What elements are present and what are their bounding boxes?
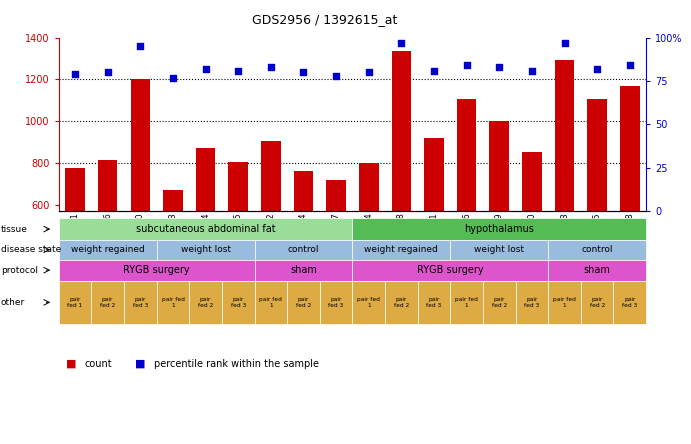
- Point: [70, 71, 81, 78]
- Bar: [65, 168, 85, 330]
- Text: pair
fed 3: pair fed 3: [133, 297, 148, 308]
- Bar: [555, 59, 574, 330]
- Bar: [326, 180, 346, 330]
- Text: count: count: [85, 359, 113, 369]
- Text: subcutaneous abdominal fat: subcutaneous abdominal fat: [135, 224, 276, 234]
- Bar: [131, 79, 150, 330]
- Point: [265, 63, 276, 71]
- Text: pair
fed 2: pair fed 2: [100, 297, 115, 308]
- Text: control: control: [581, 245, 613, 254]
- Point: [102, 69, 113, 76]
- Text: weight lost: weight lost: [180, 245, 231, 254]
- Bar: [98, 160, 117, 330]
- Bar: [424, 138, 444, 330]
- Bar: [620, 86, 640, 330]
- Point: [591, 65, 603, 72]
- Point: [330, 72, 341, 79]
- Point: [527, 67, 538, 74]
- Bar: [294, 171, 313, 330]
- Bar: [261, 141, 281, 330]
- Bar: [489, 121, 509, 330]
- Point: [298, 69, 309, 76]
- Text: control: control: [287, 245, 319, 254]
- Text: pair fed
1: pair fed 1: [455, 297, 478, 308]
- Point: [559, 40, 570, 47]
- Text: pair
fed 2: pair fed 2: [198, 297, 214, 308]
- Text: other: other: [1, 298, 25, 307]
- Point: [461, 62, 472, 69]
- Text: weight lost: weight lost: [474, 245, 524, 254]
- Text: ■: ■: [66, 359, 76, 369]
- Text: pair
fed 1: pair fed 1: [68, 297, 83, 308]
- Text: pair
fed 3: pair fed 3: [524, 297, 540, 308]
- Point: [428, 67, 439, 74]
- Bar: [522, 152, 542, 330]
- Bar: [229, 162, 248, 330]
- Text: pair fed
1: pair fed 1: [553, 297, 576, 308]
- Bar: [457, 99, 476, 330]
- Text: RYGB surgery: RYGB surgery: [417, 265, 484, 275]
- Text: pair
fed 2: pair fed 2: [296, 297, 311, 308]
- Text: pair
fed 2: pair fed 2: [491, 297, 507, 308]
- Bar: [196, 148, 216, 330]
- Text: RYGB surgery: RYGB surgery: [123, 265, 190, 275]
- Text: hypothalamus: hypothalamus: [464, 224, 534, 234]
- Text: protocol: protocol: [1, 266, 38, 275]
- Text: pair
fed 2: pair fed 2: [589, 297, 605, 308]
- Text: pair
fed 3: pair fed 3: [426, 297, 442, 308]
- Bar: [587, 99, 607, 330]
- Text: tissue: tissue: [1, 225, 28, 234]
- Point: [167, 74, 178, 81]
- Point: [624, 62, 635, 69]
- Text: sham: sham: [290, 265, 317, 275]
- Text: percentile rank within the sample: percentile rank within the sample: [154, 359, 319, 369]
- Text: pair
fed 3: pair fed 3: [622, 297, 637, 308]
- Text: ■: ■: [135, 359, 145, 369]
- Bar: [359, 163, 379, 330]
- Text: pair
fed 3: pair fed 3: [231, 297, 246, 308]
- Point: [396, 40, 407, 47]
- Point: [135, 43, 146, 50]
- Point: [233, 67, 244, 74]
- Text: pair
fed 2: pair fed 2: [394, 297, 409, 308]
- Text: weight regained: weight regained: [364, 245, 438, 254]
- Text: disease state: disease state: [1, 245, 61, 254]
- Point: [493, 63, 504, 71]
- Text: pair fed
1: pair fed 1: [162, 297, 184, 308]
- Bar: [392, 52, 411, 330]
- Text: GDS2956 / 1392615_at: GDS2956 / 1392615_at: [252, 13, 397, 26]
- Text: pair
fed 3: pair fed 3: [328, 297, 343, 308]
- Point: [200, 65, 211, 72]
- Point: [363, 69, 375, 76]
- Text: pair fed
1: pair fed 1: [357, 297, 380, 308]
- Text: sham: sham: [584, 265, 611, 275]
- Text: weight regained: weight regained: [70, 245, 144, 254]
- Bar: [163, 190, 182, 330]
- Text: pair fed
1: pair fed 1: [259, 297, 282, 308]
